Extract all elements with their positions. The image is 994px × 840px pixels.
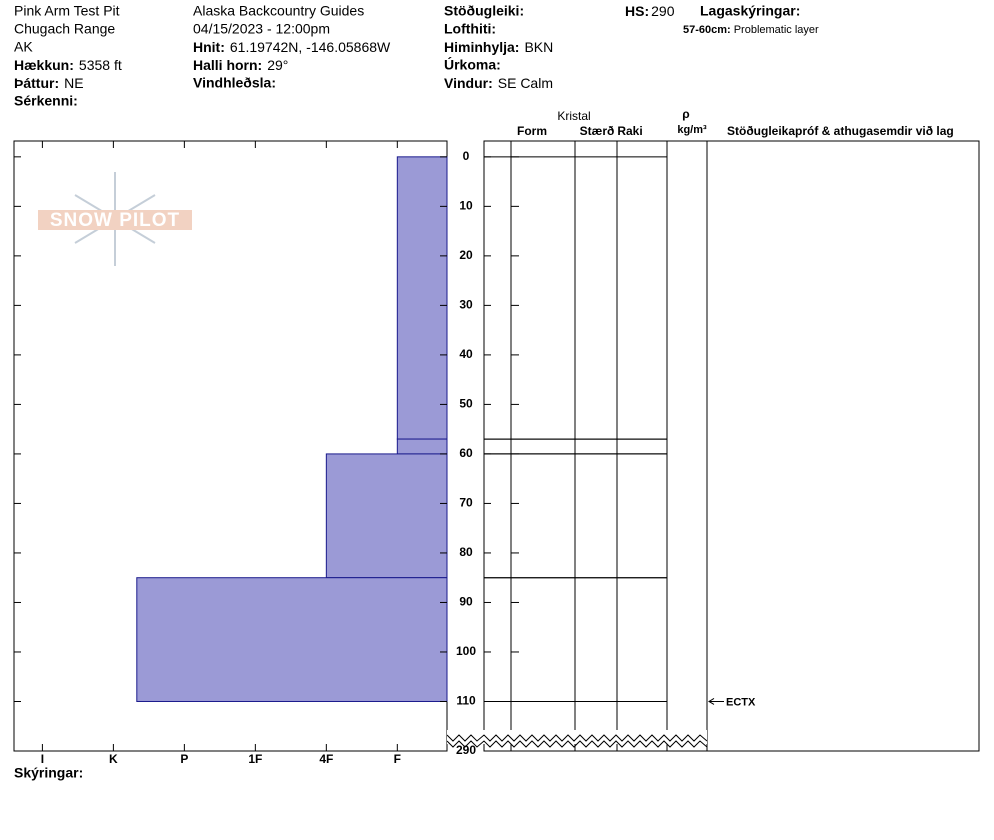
label: Himinhylja: [444,39,519,55]
col-moisture: Raki [617,124,642,138]
hardness-bar [136,577,448,702]
header: Pink Arm Test Pit Chugach Range AK Hækku… [14,3,819,109]
logo-text: SNOW PILOT [50,210,180,231]
hardness-bar [325,453,448,579]
y-tick-label: 60 [459,446,473,460]
value: 290 [651,3,675,19]
logo-band [38,210,192,230]
value: 5358 ft [79,57,122,73]
air-temp: Lofthiti: [444,21,496,37]
test-label: ECTX [726,696,756,708]
site: Pink Arm Test Pit [14,3,120,19]
y-tick-label: 40 [459,347,473,361]
x-tick-label: F [394,752,401,766]
label: HS: [625,3,649,19]
col-density-unit: kg/m³ [677,124,707,136]
hs-axis-label: 290 [456,743,476,757]
x-tick-label: 4F [319,752,333,766]
col-form: Form [517,124,547,138]
axis-break [446,730,708,748]
col-tests: Stöðugleikapróf & athugasemdir við lag [727,124,954,138]
layer-frame [483,140,980,752]
test-arrowhead [708,698,715,705]
layer-notes-title: Lagaskýringar: [700,3,800,19]
value: SE Calm [498,75,553,91]
y-tick-label: 80 [459,545,473,559]
y-tick-label: 10 [459,199,473,213]
label: Hækkun: [14,57,74,73]
x-tick-label: 1F [248,752,262,766]
layers [136,156,724,705]
coords: Hnit: 61.19742N, -146.05868W [193,39,391,55]
slope: Halli horn: 29° [193,57,288,73]
precip: Úrkoma: [444,56,501,73]
layer-note: 57-60cm: Problematic layer [683,24,819,36]
hardness-bar [396,156,448,440]
col-size: Stærð [580,124,615,138]
y-tick-label: 50 [459,397,473,411]
hardness-bar [396,438,448,455]
y-tick-label: 110 [456,694,476,708]
y-tick-label: 90 [459,595,473,609]
notes-label: Skýringar: [14,765,83,781]
operation: Alaska Backcountry Guides [193,3,364,19]
value: 61.19742N, -146.05868W [230,39,391,55]
x-tick-label: I [41,752,44,766]
label: Vindur: [444,75,493,91]
logo: SNOW PILOT [38,172,192,266]
aspect: Þáttur: NE [14,75,84,91]
col-density-symbol: ρ [682,107,689,121]
y-tick-label: 30 [459,298,473,312]
y-tick-label: 70 [459,496,473,510]
value: 29° [267,57,288,73]
stability: Stöðugleiki: [444,3,524,19]
value: Problematic layer [734,24,819,36]
value: BKN [524,39,553,55]
datetime: 04/15/2023 - 12:00pm [193,21,330,37]
column-lines [510,141,708,751]
label: Halli horn: [193,57,262,73]
label: Hnit: [193,39,225,55]
y-tick-label: 0 [463,149,470,163]
y-tick-label: 20 [459,248,473,262]
value: NE [64,75,83,91]
features: Sérkenni: [14,93,78,109]
x-tick-label: P [180,752,188,766]
sky: Himinhylja: BKN [444,39,553,55]
elevation: Hækkun: 5358 ft [14,57,122,73]
wind: Vindur: SE Calm [444,75,553,91]
state: AK [14,39,33,55]
label: 57-60cm: [683,24,731,36]
col-crystal: Kristal [557,109,590,123]
range: Chugach Range [14,21,115,37]
x-tick-label: K [109,752,118,766]
hs: HS: 290 [625,3,675,19]
y-tick-label: 100 [456,644,476,658]
wind-loading: Vindhleðsla: [193,75,276,91]
label: Þáttur: [14,75,59,91]
